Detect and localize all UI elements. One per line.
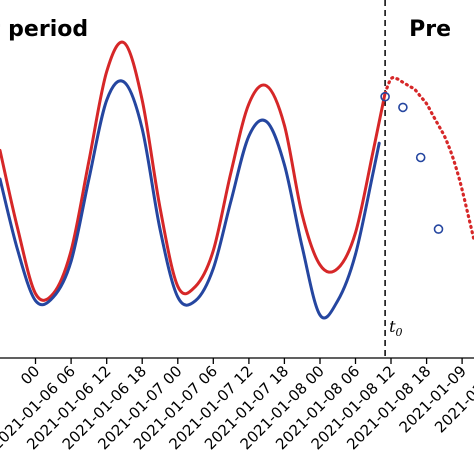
region-label-left: t period [0,17,88,42]
series-3-point-2 [415,152,426,163]
series-0-line [0,40,387,302]
series-2-line [383,75,474,242]
series-3-point-1 [398,102,408,113]
t0-label: t0 [389,317,402,339]
series-3-point-3 [433,224,444,234]
t0-label-main: t [389,317,396,336]
series-3-point-0 [380,91,390,102]
region-label-right: Pre [409,17,451,42]
x-tick-label-0: 00 [17,362,43,388]
series-1-line [0,79,381,320]
series-layer [0,40,474,320]
t0-label-subscript: 0 [396,326,403,339]
